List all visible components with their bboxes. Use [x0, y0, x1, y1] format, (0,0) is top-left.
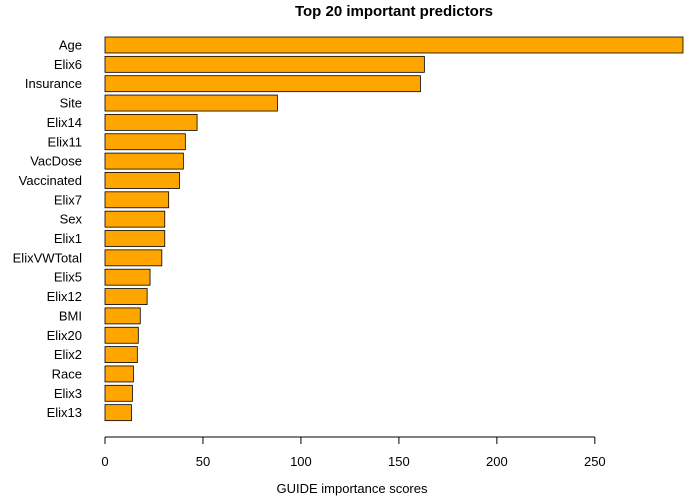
category-label: Age [59, 38, 82, 53]
x-tick-label: 250 [584, 454, 606, 469]
bar-elix11 [104, 133, 186, 151]
category-label: Elix20 [47, 328, 82, 343]
bar-vacdose [104, 152, 184, 170]
bar-age [104, 36, 684, 54]
category-label: VacDose [30, 154, 82, 169]
bar-insurance [104, 75, 421, 93]
bar-elix1 [104, 230, 166, 247]
bar-elixvwtotal [104, 249, 163, 267]
category-label: Elix2 [54, 347, 82, 362]
category-label: Elix13 [47, 405, 82, 420]
category-labels: Age Elix6 Insurance Site Elix14 Elix11 VacDose… [13, 38, 83, 421]
category-label: Insurance [25, 76, 82, 91]
bar-elix5 [104, 268, 151, 286]
category-label: ElixVWTotal [13, 250, 82, 265]
category-label: Race [52, 366, 82, 381]
category-label: Elix6 [54, 57, 82, 72]
category-label: Elix5 [54, 270, 82, 285]
x-tick-label: 150 [388, 454, 410, 469]
bar-vaccinated [104, 172, 180, 189]
bar-elix13 [104, 404, 132, 422]
bar-elix12 [104, 288, 148, 305]
bar-elix3 [104, 384, 133, 402]
x-tick-label: 0 [101, 454, 108, 469]
bar-site [104, 94, 278, 112]
bar-race [104, 365, 134, 383]
category-label: Elix7 [54, 192, 82, 207]
category-label: BMI [59, 308, 82, 323]
category-label: Elix12 [47, 289, 82, 304]
x-tick-label: 200 [486, 454, 508, 469]
category-label: Vaccinated [19, 173, 82, 188]
bar-elix6 [104, 55, 425, 73]
x-axis-title: GUIDE importance scores [277, 481, 428, 496]
bar-bmi [104, 307, 141, 325]
bar-sex [104, 210, 166, 228]
bar-elix7 [104, 191, 170, 209]
category-label: Site [60, 96, 82, 111]
x-tick-label: 100 [290, 454, 312, 469]
x-tick-label: 50 [196, 454, 210, 469]
bars-layer [104, 36, 684, 422]
category-label: Elix1 [54, 231, 82, 246]
category-label: Elix3 [54, 386, 82, 401]
bar-elix2 [104, 346, 138, 364]
chart-title: Top 20 important predictors [295, 3, 493, 20]
x-axis: 0 50 100 150 200 250 [101, 436, 606, 469]
category-label: Elix11 [48, 134, 82, 149]
category-label: Sex [60, 212, 83, 227]
category-label: Elix14 [47, 115, 82, 130]
bar-elix20 [104, 326, 139, 344]
bar-elix14 [104, 114, 198, 131]
